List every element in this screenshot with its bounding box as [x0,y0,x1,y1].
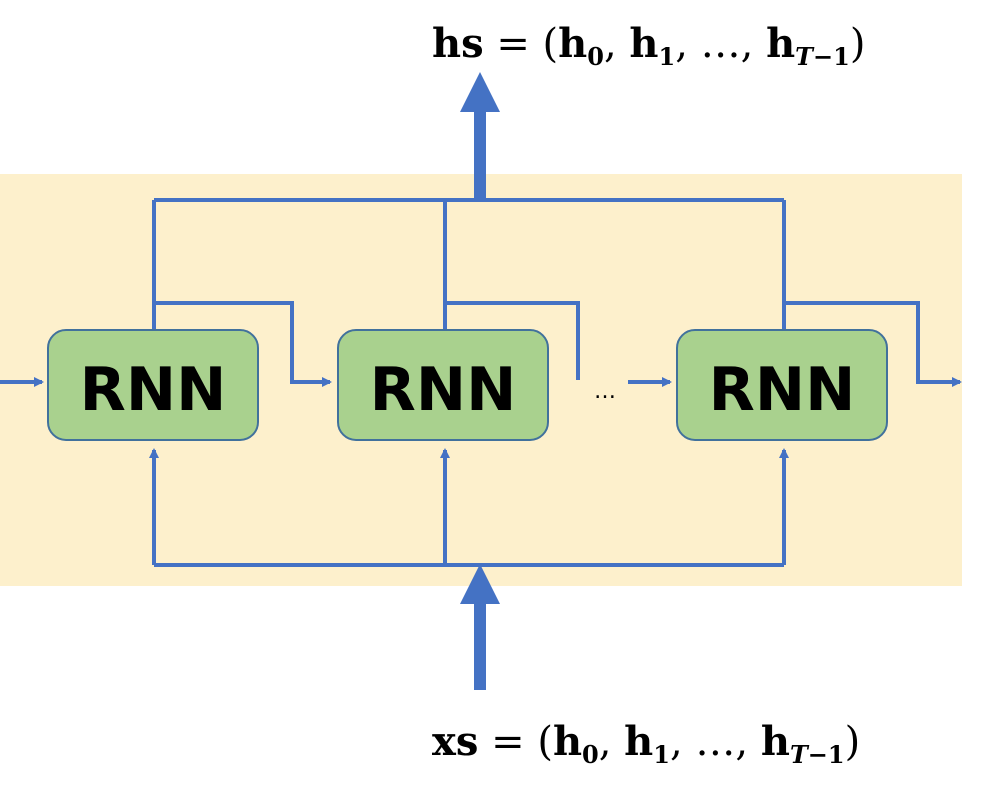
subscript-0: 0 [587,42,604,71]
h-symbol: h [558,20,588,67]
subscript-1: 1 [653,740,670,769]
main-input-arrow [460,564,500,690]
comma: , [603,21,630,67]
hidden-state-arrow-3 [784,301,962,387]
output-formula: hs = (h0, h1, …, hT−1) [432,24,865,69]
subscript-minus-1: −1 [813,42,850,71]
output-lhs: hs [432,20,484,67]
h-symbol: h [760,718,790,765]
comma: , [598,719,625,765]
comma: , [740,21,767,67]
subscript-t-minus-1: T−1 [790,740,845,769]
close-paren: ) [849,21,866,67]
subscript-1: 1 [658,42,676,71]
comma: , [675,21,701,67]
subscript-t-minus-1: T−1 [795,42,850,71]
subscript-t: T [789,740,808,769]
h-symbol: h [629,20,659,67]
hidden-state-line-2 [445,301,580,380]
continuation-ellipsis: … [594,379,616,404]
rnn-block-label: RNN [80,355,227,425]
subscript-minus-1: −1 [807,740,845,769]
h-symbol: h [624,718,654,765]
comma: , [669,719,696,765]
rnn-block-1: RNN [47,329,259,441]
h-symbol: h [766,20,796,67]
main-output-arrow [460,72,500,200]
input-lhs: xs [432,718,479,765]
rnn-block-3: RNN [676,329,888,441]
rnn-block-label: RNN [709,355,856,425]
ellipsis: … [700,21,741,67]
subscript-t: T [795,42,814,71]
rnn-block-2: RNN [337,329,549,441]
equals-open: = ( [483,21,559,67]
comma: , [735,719,761,765]
close-paren: ) [844,719,861,765]
subscript-0: 0 [582,740,599,769]
rnn-block-label: RNN [370,355,517,425]
ellipsis: … [695,719,736,765]
equals-open: = ( [478,719,553,765]
input-formula: xs = (h0, h1, …, hT−1) [432,722,860,767]
h-symbol: h [552,718,583,765]
hidden-state-arrow-1 [154,301,332,387]
